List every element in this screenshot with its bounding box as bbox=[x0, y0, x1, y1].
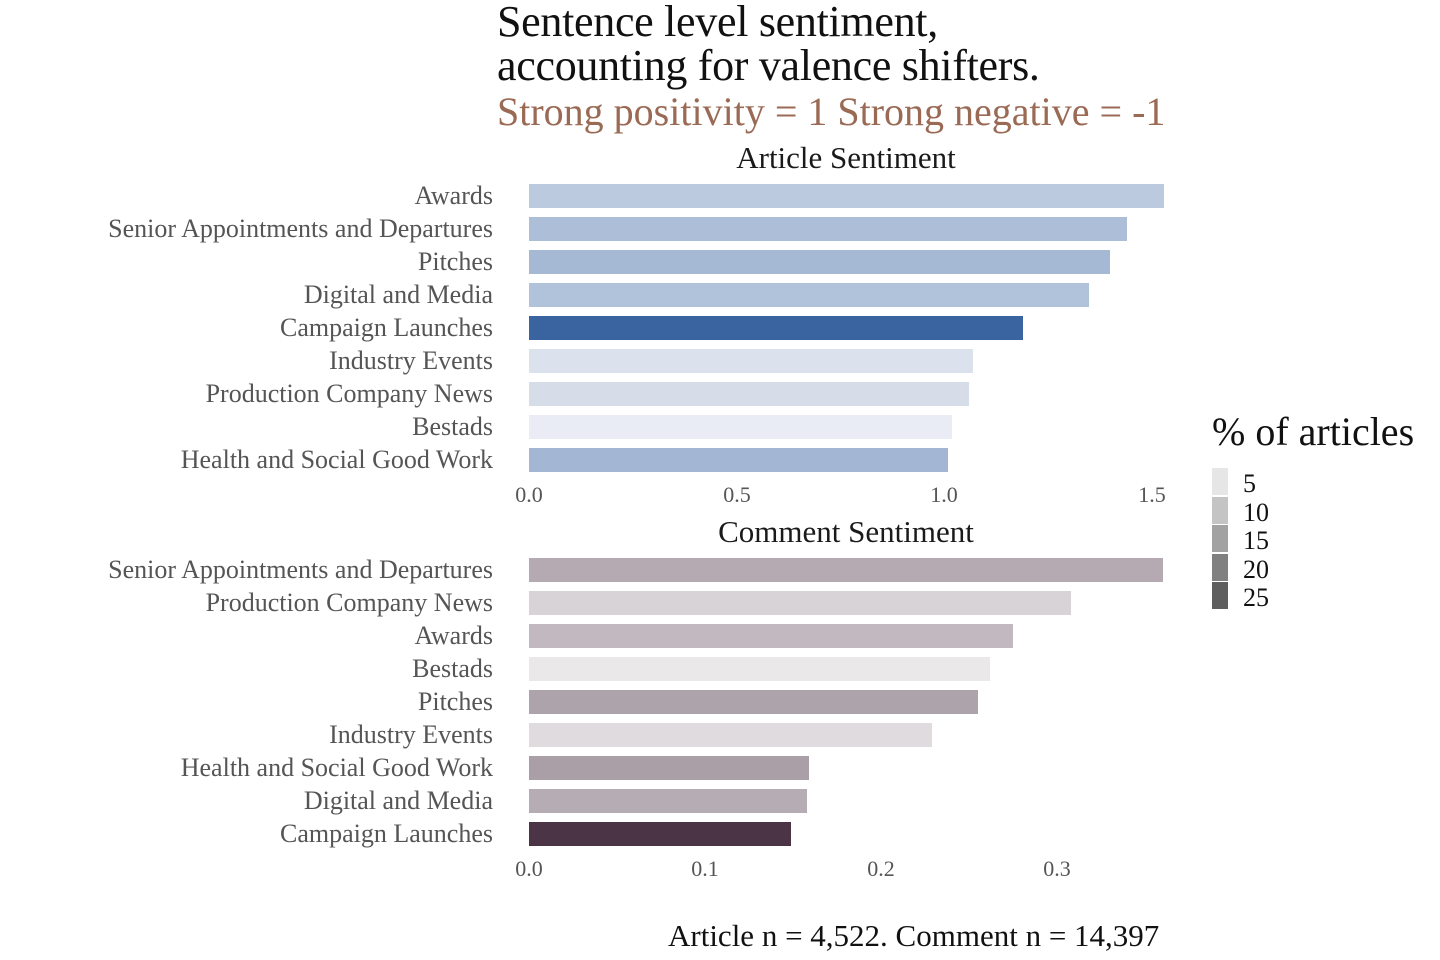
legend-key-swatch bbox=[1212, 553, 1228, 581]
category-label: Senior Appointments and Departures bbox=[108, 555, 493, 584]
bar bbox=[529, 250, 1110, 274]
category-label: Industry Events bbox=[329, 346, 493, 375]
category-label: Production Company News bbox=[205, 379, 493, 408]
category-label: Pitches bbox=[417, 247, 493, 276]
category-label: Health and Social Good Work bbox=[180, 445, 493, 474]
legend-title: % of articles bbox=[1212, 409, 1415, 454]
legend-key-swatch bbox=[1212, 468, 1228, 495]
bar bbox=[529, 822, 791, 846]
bar bbox=[529, 558, 1163, 582]
x-tick-label: 0.0 bbox=[515, 482, 543, 507]
category-label: Senior Appointments and Departures bbox=[108, 214, 493, 243]
panel-title: Article Sentiment bbox=[736, 140, 956, 175]
category-label: Bestads bbox=[412, 412, 493, 441]
category-label: Bestads bbox=[412, 654, 493, 683]
bar bbox=[529, 756, 809, 780]
category-label: Health and Social Good Work bbox=[180, 753, 493, 782]
bar bbox=[529, 415, 952, 439]
bar bbox=[529, 217, 1127, 241]
bar bbox=[529, 349, 973, 373]
x-tick-label: 0.2 bbox=[867, 856, 895, 881]
bar bbox=[529, 789, 807, 813]
category-label: Campaign Launches bbox=[280, 313, 493, 342]
x-tick-label: 0.5 bbox=[723, 482, 751, 507]
category-label: Digital and Media bbox=[303, 786, 493, 815]
x-tick-label: 1.5 bbox=[1138, 482, 1166, 507]
bar bbox=[529, 624, 1013, 648]
bar bbox=[529, 657, 990, 681]
title-line-1: Sentence level sentiment, bbox=[497, 0, 938, 46]
legend-label: 10 bbox=[1243, 497, 1269, 527]
bar bbox=[529, 723, 932, 747]
chart-subtitle: Strong positivity = 1 Strong negative = … bbox=[497, 89, 1166, 134]
legend-key-swatch bbox=[1212, 582, 1228, 609]
bar bbox=[529, 448, 948, 472]
legend-label: 20 bbox=[1243, 554, 1269, 584]
legend-key-swatch bbox=[1212, 525, 1228, 552]
x-tick-label: 0.1 bbox=[691, 856, 719, 881]
bar bbox=[529, 591, 1071, 615]
category-label: Campaign Launches bbox=[280, 819, 493, 848]
bar bbox=[529, 690, 978, 714]
x-tick-label: 0.0 bbox=[515, 856, 543, 881]
chart-caption: Article n = 4,522. Comment n = 14,397 bbox=[668, 918, 1160, 953]
category-label: Pitches bbox=[417, 687, 493, 716]
bar bbox=[529, 382, 969, 406]
category-label: Industry Events bbox=[329, 720, 493, 749]
title-line-2: accounting for valence shifters. bbox=[497, 41, 1040, 90]
legend-key-swatch bbox=[1212, 496, 1228, 524]
category-label: Awards bbox=[414, 181, 493, 210]
legend-label: 15 bbox=[1243, 526, 1269, 555]
panel-title: Comment Sentiment bbox=[718, 514, 974, 549]
category-label: Production Company News bbox=[205, 588, 493, 617]
bar bbox=[529, 316, 1023, 340]
legend-label: 5 bbox=[1243, 469, 1256, 498]
category-label: Digital and Media bbox=[303, 280, 493, 309]
legend-label: 25 bbox=[1243, 583, 1269, 612]
x-tick-label: 0.3 bbox=[1043, 856, 1071, 881]
category-label: Awards bbox=[414, 621, 493, 650]
x-tick-label: 1.0 bbox=[930, 482, 958, 507]
bar bbox=[529, 184, 1164, 208]
bar bbox=[529, 283, 1089, 307]
